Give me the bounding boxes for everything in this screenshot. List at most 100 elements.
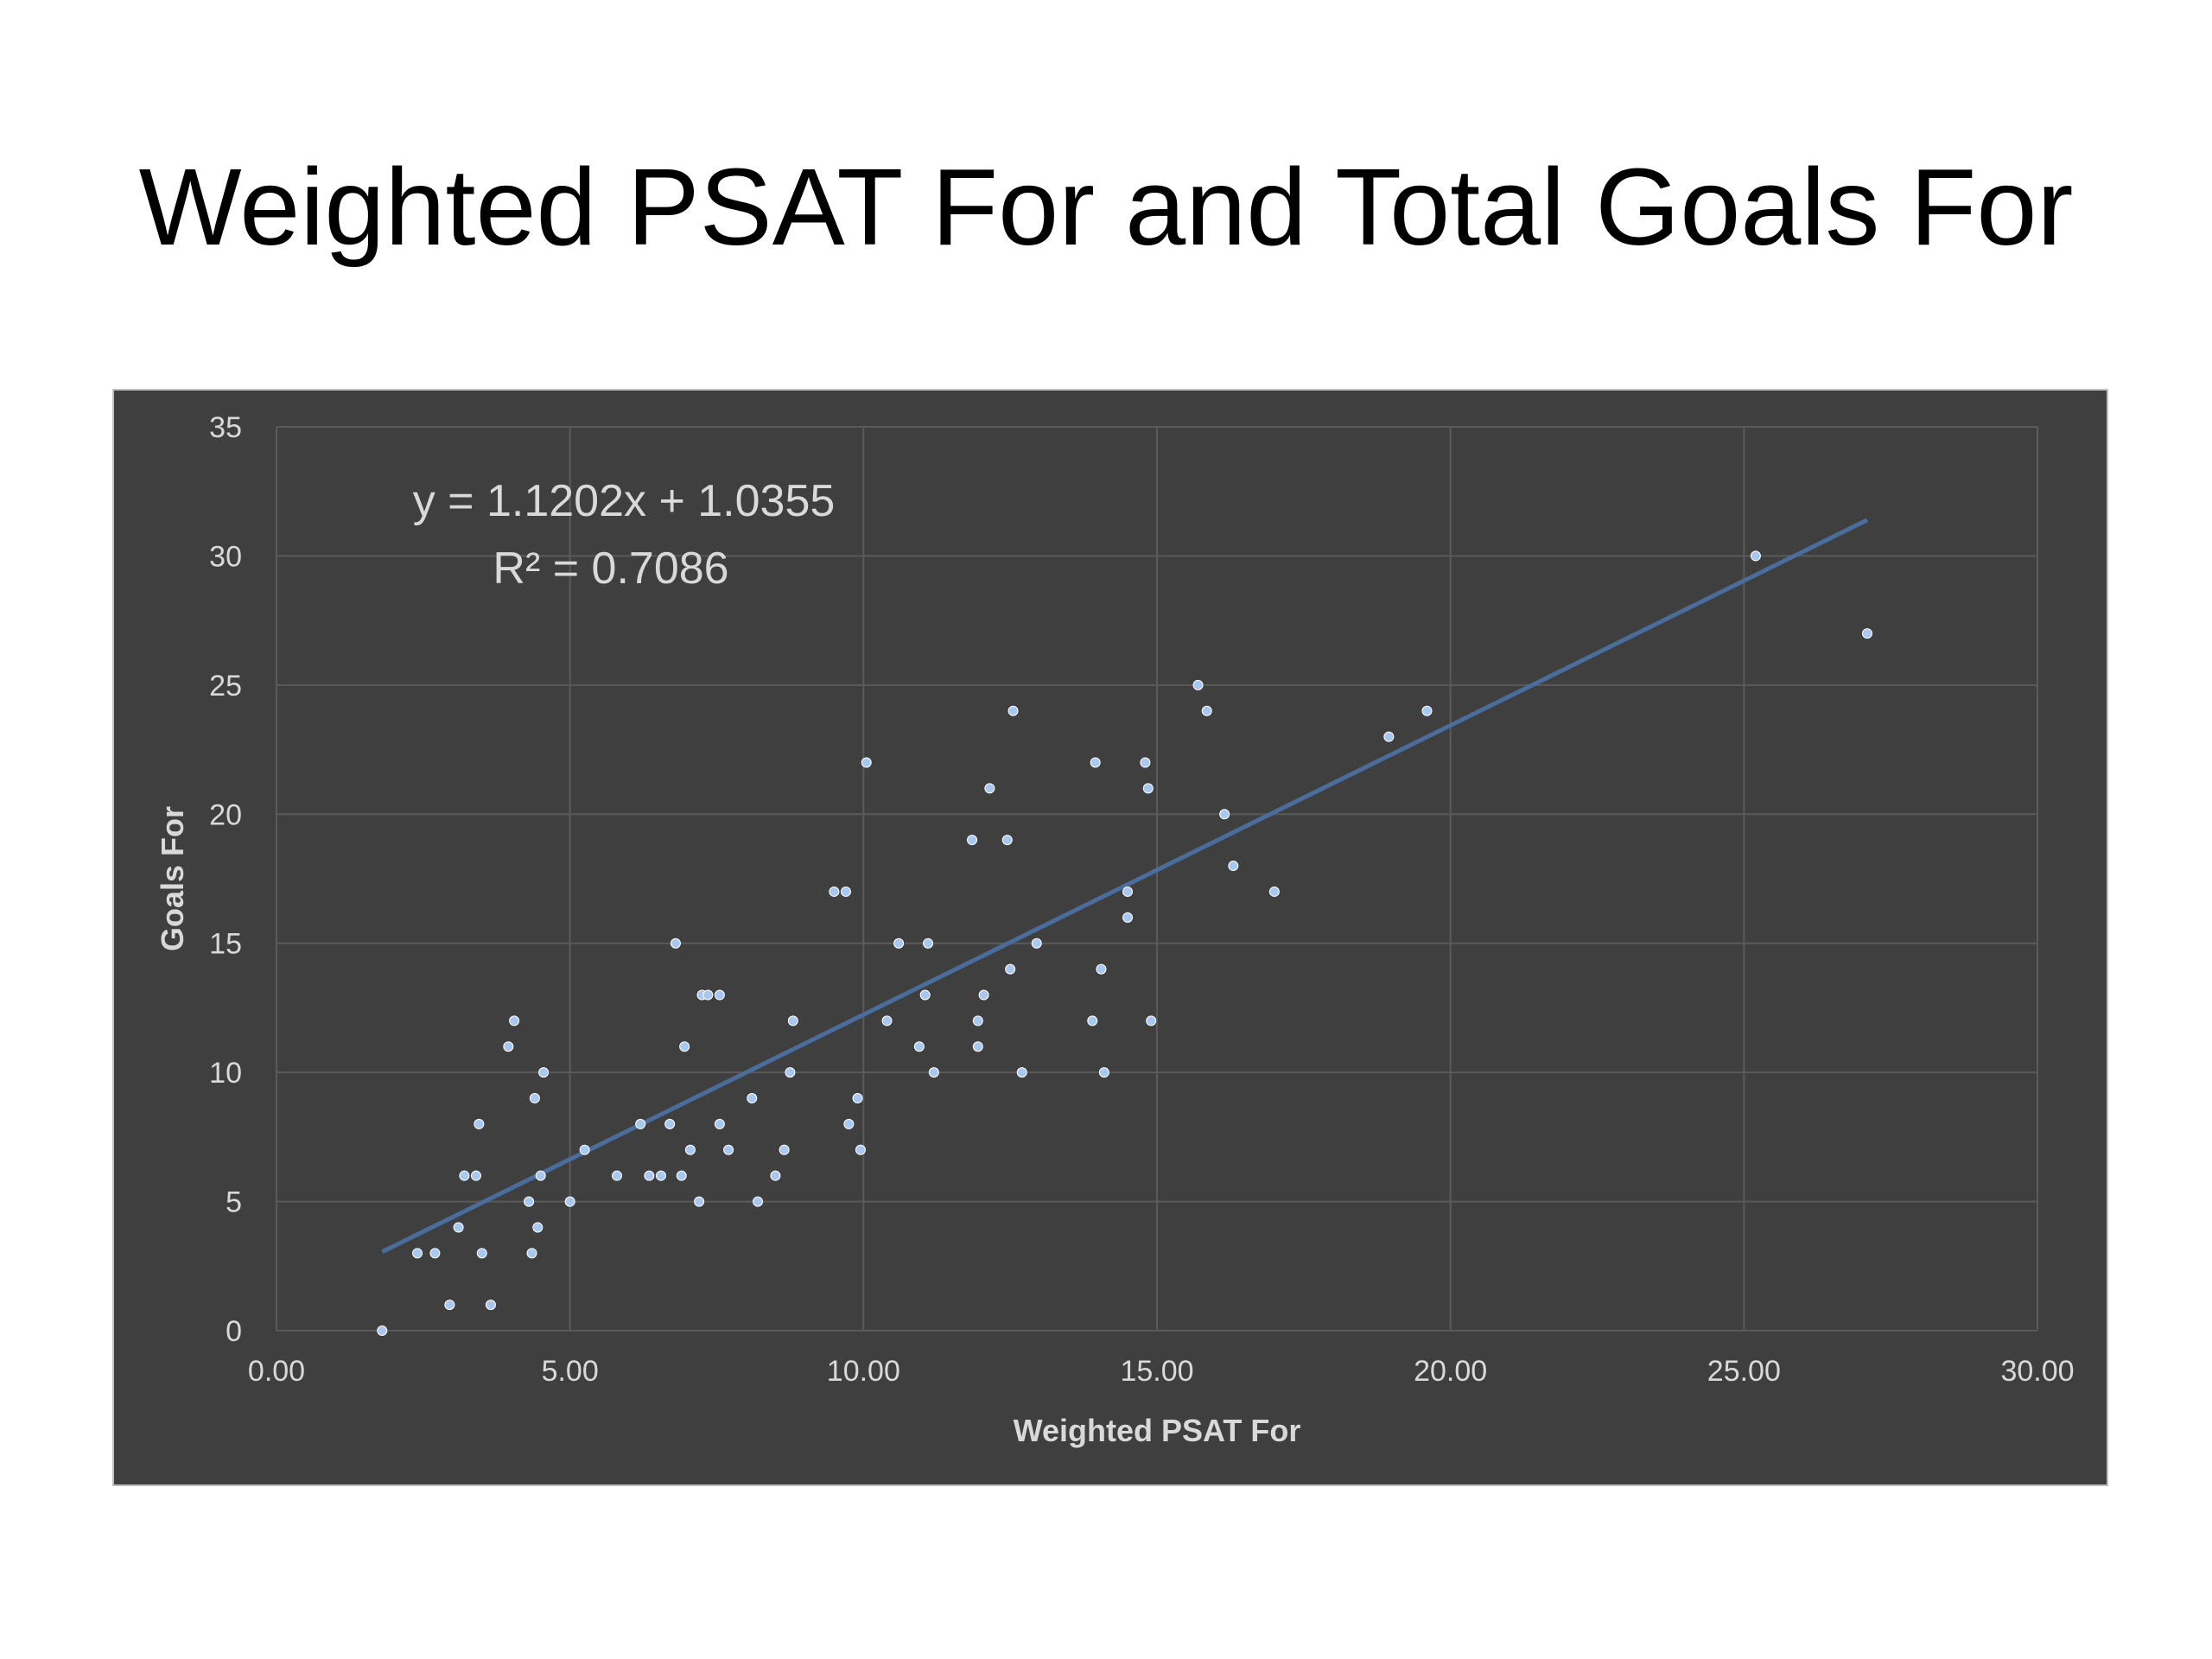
data-point [474, 1118, 485, 1129]
data-point [852, 1093, 863, 1104]
data-point [535, 1170, 546, 1181]
data-point [1383, 731, 1395, 742]
data-point [1142, 783, 1154, 794]
y-tick-label: 0 [226, 1315, 242, 1348]
data-point [1750, 550, 1761, 562]
data-point [1031, 938, 1042, 949]
data-point [644, 1170, 655, 1181]
data-point [1001, 835, 1013, 846]
data-point [787, 1015, 798, 1027]
data-point [612, 1170, 623, 1181]
data-point [984, 783, 995, 794]
scatter-chart: 0.00 5.00 10.00 15.00 20.00 25.00 30.00 0 5 10 15 2… [155, 411, 2075, 1448]
trendline-r-squared: R² = 0.7086 [493, 543, 728, 594]
x-tick-label: 30.00 [2000, 1355, 2074, 1388]
y-tick-label: 10 [209, 1057, 242, 1090]
data-point [676, 1170, 687, 1181]
y-tick-label: 25 [209, 670, 242, 702]
x-tick-label: 5.00 [542, 1355, 599, 1388]
data-point [919, 989, 931, 1001]
data-point [1421, 705, 1433, 716]
chart-labels: y = 1.1202x + 1.0355 R² = 0.7086 Weighte… [155, 476, 1300, 1448]
slide-title: Weighted PSAT For and Total Goals For [138, 146, 2074, 268]
data-point [1228, 861, 1239, 872]
y-tick-label: 35 [209, 411, 242, 444]
data-point [972, 1041, 983, 1052]
data-point [779, 1144, 790, 1155]
chart-area: 0.00 5.00 10.00 15.00 20.00 25.00 30.00 0 5 10 15 2… [112, 389, 2108, 1486]
data-point [694, 1196, 705, 1207]
x-tick-label: 25.00 [1707, 1355, 1781, 1388]
data-point [684, 1144, 696, 1155]
data-point [635, 1118, 646, 1129]
data-point [503, 1041, 514, 1052]
x-tick-label: 20.00 [1414, 1355, 1487, 1388]
y-axis-title: Goals For [155, 806, 190, 951]
data-point [702, 989, 714, 1001]
data-point [1087, 1015, 1098, 1027]
data-point [529, 1093, 540, 1104]
data-point [564, 1196, 575, 1207]
data-point [861, 757, 872, 768]
data-point [829, 886, 840, 897]
trendline-equation: y = 1.1202x + 1.0355 [413, 476, 836, 526]
data-point [1140, 757, 1151, 768]
data-point [655, 1170, 666, 1181]
data-point [770, 1170, 781, 1181]
grid-lines [276, 426, 2038, 1332]
data-point [538, 1067, 550, 1078]
data-point [579, 1144, 590, 1155]
data-point [843, 1118, 855, 1129]
data-point [723, 1144, 734, 1155]
data-point [664, 1118, 676, 1129]
data-point [1007, 705, 1019, 716]
data-point [1098, 1067, 1109, 1078]
trendline-layer [381, 518, 1869, 1255]
data-point [753, 1196, 764, 1207]
data-point [913, 1041, 925, 1052]
x-tick-label: 10.00 [827, 1355, 900, 1388]
data-point [429, 1248, 441, 1259]
y-tick-label: 30 [209, 540, 242, 573]
data-point [972, 1015, 983, 1027]
y-tick-label: 20 [209, 798, 242, 831]
data-point [714, 989, 725, 1001]
x-tick-label: 0.00 [248, 1355, 305, 1388]
data-point [840, 886, 851, 897]
data-point [1268, 886, 1280, 897]
data-point [1096, 963, 1107, 975]
y-tick-label: 5 [226, 1186, 242, 1219]
data-point [670, 938, 681, 949]
data-point [453, 1222, 464, 1233]
data-point [714, 1118, 725, 1129]
data-point [509, 1015, 520, 1027]
data-point [470, 1170, 481, 1181]
data-point [1122, 886, 1134, 897]
data-point [967, 835, 978, 846]
y-tick-label: 15 [209, 928, 242, 961]
data-point [1122, 912, 1134, 923]
data-points [377, 550, 1872, 1336]
data-point [978, 989, 989, 1001]
data-point [893, 938, 905, 949]
data-point [1201, 705, 1212, 716]
data-point [747, 1093, 758, 1104]
trendline [381, 518, 1869, 1255]
data-point [1219, 809, 1230, 820]
x-tick-label: 15.00 [1120, 1355, 1193, 1388]
data-point [928, 1067, 939, 1078]
data-point [679, 1041, 690, 1052]
data-point [444, 1300, 455, 1311]
data-point [881, 1015, 893, 1027]
data-point [532, 1222, 543, 1233]
data-point [1861, 628, 1872, 639]
data-point [526, 1248, 537, 1259]
data-point [476, 1248, 487, 1259]
data-point [377, 1325, 388, 1336]
data-point [1005, 963, 1016, 975]
data-point [923, 938, 934, 949]
data-point [1146, 1015, 1157, 1027]
data-point [855, 1144, 866, 1155]
data-point [524, 1196, 535, 1207]
